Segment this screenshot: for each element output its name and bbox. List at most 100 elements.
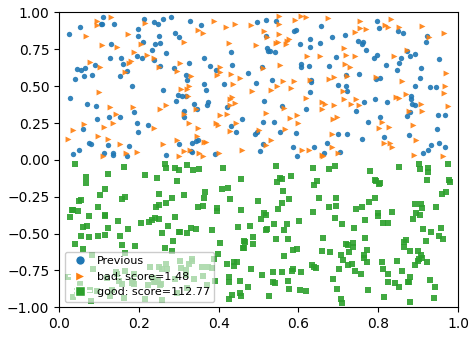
Point [195, 166, 203, 172]
Point [241, 238, 248, 244]
Point [212, 121, 220, 126]
Point [150, 126, 158, 131]
Point [393, 68, 400, 73]
Point [79, 224, 87, 230]
Point [281, 126, 289, 131]
Point [195, 28, 202, 33]
Point [267, 87, 275, 93]
Point [174, 178, 181, 184]
Point [416, 213, 424, 218]
Point [353, 108, 360, 114]
Point [393, 259, 401, 264]
Point [226, 96, 234, 101]
Point [125, 61, 132, 66]
Point [93, 116, 100, 121]
Point [294, 153, 301, 159]
Point [296, 42, 304, 47]
Point [192, 227, 200, 232]
Point [125, 143, 133, 148]
Point [228, 94, 236, 99]
Point [371, 177, 378, 182]
Point [358, 204, 366, 210]
Point [262, 18, 270, 23]
Point [109, 152, 117, 158]
Point [71, 241, 79, 247]
Point [159, 16, 166, 22]
Point [276, 176, 284, 181]
Point [69, 127, 77, 132]
Point [200, 55, 208, 60]
Point [156, 63, 164, 69]
Point [135, 130, 142, 135]
Point [157, 106, 164, 111]
Point [274, 39, 282, 45]
Point [361, 236, 368, 241]
Point [141, 173, 149, 178]
Point [331, 216, 338, 221]
Point [276, 14, 283, 19]
Point [101, 186, 109, 192]
Point [282, 41, 290, 47]
Point [133, 150, 141, 155]
Point [273, 83, 281, 89]
Point [259, 66, 267, 71]
Point [423, 34, 431, 39]
Point [248, 266, 255, 271]
Point [357, 26, 364, 31]
Point [376, 181, 383, 187]
Point [386, 141, 394, 146]
Point [94, 289, 101, 294]
Point [171, 165, 178, 170]
Point [279, 78, 287, 83]
Point [381, 135, 388, 140]
Point [371, 96, 379, 102]
Point [175, 153, 183, 159]
Point [156, 282, 164, 288]
Point [355, 102, 363, 108]
Point [377, 76, 384, 81]
Point [200, 139, 208, 145]
Point [252, 80, 260, 86]
Point [130, 49, 138, 54]
Point [340, 45, 347, 51]
Point [439, 237, 446, 242]
Point [365, 200, 373, 205]
Point [222, 24, 230, 30]
Point [427, 230, 435, 235]
Point [73, 288, 81, 293]
Point [107, 56, 114, 61]
Point [118, 196, 126, 202]
Point [64, 137, 72, 142]
Point [348, 262, 356, 267]
Point [101, 213, 109, 218]
Point [290, 28, 298, 33]
Point [231, 22, 238, 27]
Point [155, 33, 163, 39]
Point [122, 151, 129, 156]
Point [171, 276, 178, 282]
Point [113, 44, 121, 50]
Point [298, 147, 306, 153]
Point [406, 109, 413, 114]
Point [294, 121, 302, 126]
Point [184, 78, 191, 83]
Point [114, 218, 121, 224]
Point [150, 280, 158, 285]
Point [262, 227, 270, 233]
Point [182, 72, 190, 78]
Point [293, 27, 300, 32]
Point [338, 221, 346, 226]
Point [345, 250, 353, 255]
Point [298, 61, 305, 67]
Point [182, 273, 190, 278]
Point [159, 231, 166, 236]
Point [333, 55, 340, 60]
Point [264, 49, 272, 54]
Point [358, 41, 366, 47]
Point [375, 211, 382, 216]
Point [352, 97, 359, 102]
Point [262, 212, 270, 218]
Point [250, 241, 258, 247]
Point [183, 285, 190, 291]
Point [175, 141, 183, 146]
